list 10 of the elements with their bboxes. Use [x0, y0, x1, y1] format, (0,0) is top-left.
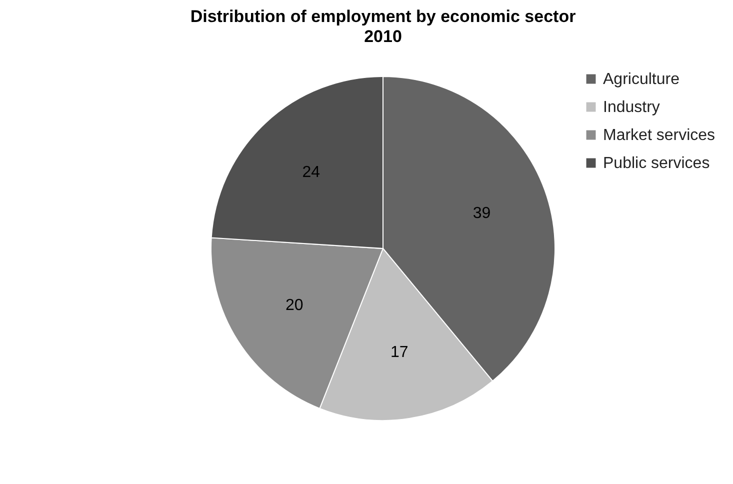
legend-label: Market services — [603, 127, 716, 144]
data-label: 24 — [302, 164, 320, 181]
data-label: 39 — [472, 204, 491, 222]
chart-title: Distribution of employment by economic sector — [190, 7, 576, 26]
chart-subtitle: 2010 — [364, 27, 402, 46]
data-label: 20 — [285, 296, 304, 314]
legend-label: Public services — [603, 155, 710, 172]
legend-label: Agriculture — [603, 71, 680, 88]
legend-label: Industry — [603, 99, 660, 116]
data-label: 17 — [390, 344, 408, 362]
